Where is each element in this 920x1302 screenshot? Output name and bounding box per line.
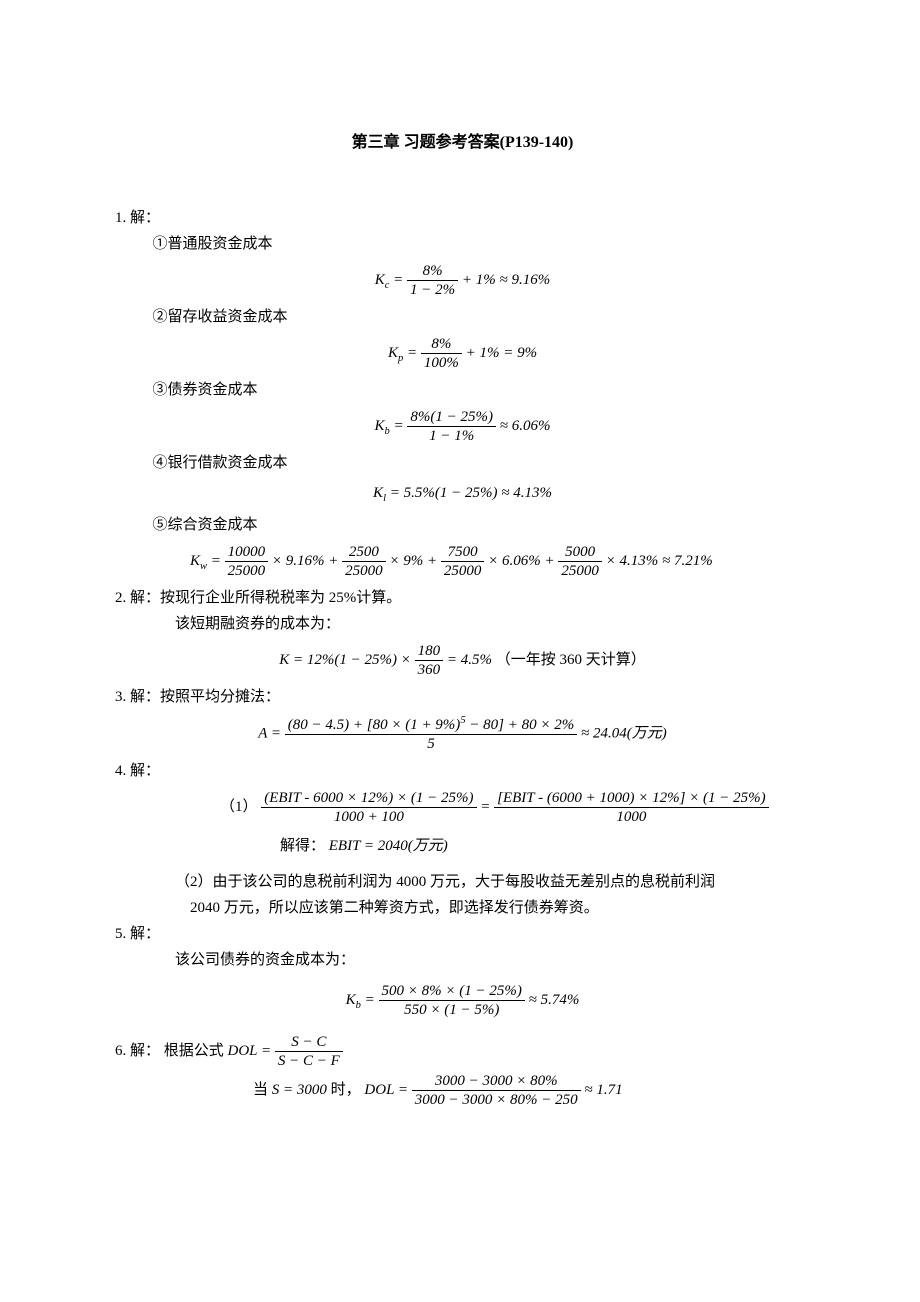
q4-p1: （1） (EBIT - 6000 × 12%) × (1 − 25%)1000 … (115, 789, 810, 826)
q1-s1: ①普通股资金成本 (115, 232, 810, 256)
q1-f1: Kc = 8%1 − 2% + 1% ≈ 9.16% (115, 262, 810, 299)
q6-l1: 6. 解： 根据公式 DOL = S − CS − C − F (115, 1033, 810, 1070)
q5-l2: 该公司债券的资金成本为： (115, 948, 810, 972)
q5-f: Kb = 500 × 8% × (1 − 25%)550 × (1 − 5%) … (115, 982, 810, 1019)
q1-head: 1. 解： (115, 206, 810, 230)
q1-s2: ②留存收益资金成本 (115, 305, 810, 329)
q5-l1: 5. 解： (115, 922, 810, 946)
q1-s3: ③债券资金成本 (115, 378, 810, 402)
q4-p2-l1: （2）由于该公司的息税前利润为 4000 万元，大于每股收益无差别点的息税前利润 (115, 870, 810, 894)
page-title: 第三章 习题参考答案(P139-140) (115, 130, 810, 156)
q1-s4: ④银行借款资金成本 (115, 451, 810, 475)
q1-f3: Kb = 8%(1 − 25%)1 − 1% ≈ 6.06% (115, 408, 810, 445)
q2-f: K = 12%(1 − 25%) × 180360 = 4.5% （一年按 36… (115, 642, 810, 679)
q4-p1-solve: 解得： EBIT = 2040(万元) (115, 834, 810, 858)
q2-l1: 2. 解：按现行企业所得税税率为 25%计算。 (115, 586, 810, 610)
q1-s5: ⑤综合资金成本 (115, 513, 810, 537)
q1-f5: Kw = 1000025000 × 9.16% + 250025000 × 9%… (115, 543, 810, 580)
q3-f: A = (80 − 4.5) + [80 × (1 + 9%)5 − 80] +… (115, 715, 810, 753)
q6-l2: 当 S = 3000 时， DOL = 3000 − 3000 × 80%300… (115, 1072, 810, 1109)
q4-l1: 4. 解： (115, 759, 810, 783)
q2-l2: 该短期融资券的成本为： (115, 612, 810, 636)
q1-f4: Kl = 5.5%(1 − 25%) ≈ 4.13% (115, 481, 810, 508)
q4-p2-l2: 2040 万元，所以应该第二种筹资方式，即选择发行债券筹资。 (115, 896, 810, 920)
q1-f2: Kp = 8%100% + 1% = 9% (115, 335, 810, 372)
q3-l1: 3. 解：按照平均分摊法： (115, 685, 810, 709)
